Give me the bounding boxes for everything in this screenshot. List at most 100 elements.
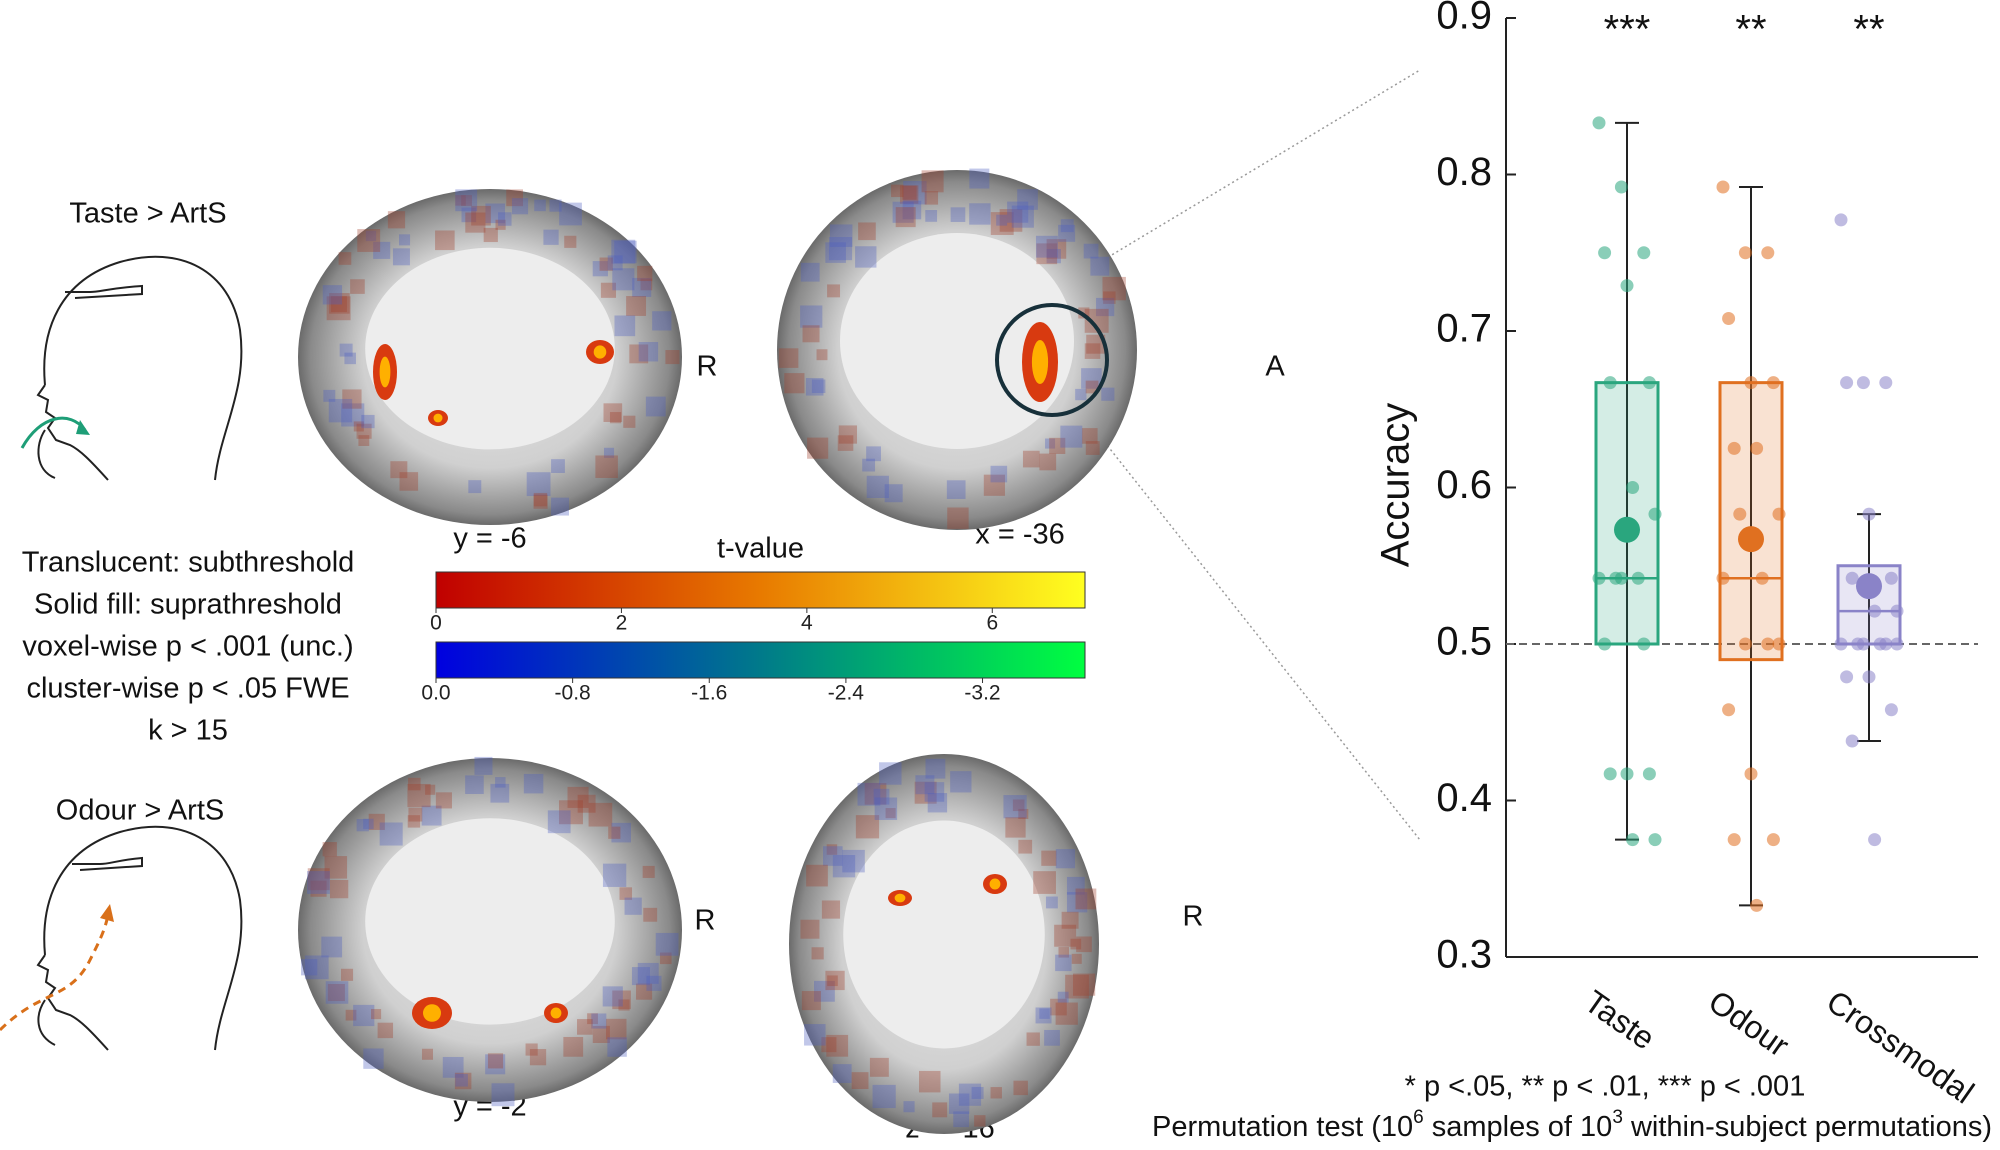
white-matter — [365, 818, 615, 1025]
overlay-patch — [629, 344, 649, 364]
y-axis-label: Accuracy — [1374, 403, 1418, 568]
overlay-patch — [363, 1048, 384, 1069]
overlay-patch — [506, 189, 523, 207]
overlay-patch — [990, 465, 1008, 483]
odour-arrowhead — [100, 904, 114, 922]
overlay-patch — [631, 967, 650, 986]
overlay-patch — [495, 777, 506, 788]
overlay-patch — [821, 900, 841, 919]
overlay-patch — [1081, 428, 1098, 444]
x-tick-label: -3.2 — [964, 682, 1000, 705]
overlay-patch — [1076, 936, 1092, 953]
slice-label: y = -6 — [453, 523, 526, 555]
data-point — [1620, 279, 1634, 293]
orientation-label: R — [695, 905, 716, 937]
overlay-patch — [1071, 953, 1082, 964]
overlay-patch — [390, 461, 408, 479]
overlay-patch — [591, 1013, 607, 1029]
overlay-patch — [832, 1064, 852, 1083]
overlay-patch — [612, 990, 631, 1010]
data-point — [1868, 833, 1882, 847]
data-point — [1727, 441, 1741, 455]
overlay-patch — [1050, 998, 1067, 1016]
overlay-patch — [340, 968, 354, 981]
overlay-patch — [461, 207, 477, 223]
overlay-patch — [884, 484, 903, 503]
overlay-patch — [543, 229, 559, 245]
data-point — [1716, 180, 1730, 194]
data-point — [1592, 116, 1606, 130]
data-point — [1772, 507, 1786, 521]
overlay-patch — [559, 202, 582, 226]
data-point — [1598, 246, 1612, 260]
overlay-patch — [607, 255, 623, 271]
data-point — [1716, 571, 1730, 585]
overlay-patch — [866, 475, 889, 498]
data-point — [1614, 180, 1628, 194]
data-point — [1868, 604, 1882, 618]
overlay-patch — [407, 815, 421, 828]
x-tick-label: Taste — [1578, 983, 1661, 1056]
data-point — [1738, 637, 1752, 651]
overlay-patch — [632, 277, 652, 297]
white-matter — [843, 820, 1045, 1049]
mean-marker — [1614, 516, 1640, 543]
overlay-patch — [645, 396, 666, 417]
overlay-patch — [1039, 453, 1057, 471]
overlay-patch — [1018, 839, 1033, 854]
overlay-patch — [1070, 938, 1082, 950]
x-tick-label: Odour — [1702, 983, 1796, 1064]
data-point — [1626, 481, 1640, 494]
overlay-patch — [338, 252, 352, 265]
overlay-patch — [523, 773, 544, 794]
overlay-patch — [331, 296, 347, 313]
overlay-patch — [969, 168, 990, 189]
overlay-patch — [999, 209, 1023, 232]
overlay-patch — [829, 224, 853, 247]
x-tick-label: 0 — [430, 612, 442, 635]
brain-slice — [789, 754, 1099, 1134]
overlay-patch — [387, 211, 406, 229]
overlay-patch — [612, 268, 635, 291]
overlay-patch — [377, 1022, 394, 1039]
overlay-patch — [811, 379, 826, 394]
overlay-patch — [1011, 205, 1034, 228]
data-point — [1890, 604, 1904, 618]
activation-core — [423, 1004, 441, 1022]
overlay-patch — [485, 1054, 506, 1075]
overlay-patch — [608, 826, 621, 839]
activation-core — [989, 878, 1001, 890]
overlay-patch — [857, 782, 881, 806]
overlay-patch — [323, 389, 336, 402]
overlay-patch — [435, 230, 455, 251]
overlay-patch — [603, 447, 615, 458]
box — [1594, 381, 1660, 646]
overlay-patch — [607, 1037, 627, 1057]
overlay-patch — [1065, 974, 1089, 999]
overlay-patch — [1096, 297, 1115, 317]
overlay-patch — [925, 758, 946, 779]
taste-label: Taste > ArtS — [69, 198, 226, 230]
overlay-patch — [350, 279, 365, 294]
overlay-patch — [1066, 892, 1088, 913]
overlay-patch — [855, 246, 877, 268]
activation-core — [550, 1007, 562, 1019]
overlay-patch — [1044, 1029, 1060, 1046]
overlay-patch — [611, 822, 631, 843]
x-tick-label: Crossmodal — [1820, 983, 1980, 1110]
data-point — [1845, 571, 1859, 585]
overlay-patch — [577, 794, 596, 813]
overlay-patch — [990, 212, 1014, 235]
overlay-patch — [525, 1043, 538, 1056]
legend-line: k > 15 — [148, 715, 228, 747]
overlay-patch — [1045, 438, 1056, 449]
overlay-patch — [921, 170, 944, 193]
overlay-patch — [487, 1053, 504, 1069]
overlay-patch — [646, 975, 662, 991]
overlay-patch — [365, 230, 377, 242]
footnote-part: Permutation test (10 — [1152, 1111, 1413, 1143]
overlay-patch — [356, 819, 369, 832]
taste-arrowhead — [76, 420, 90, 435]
overlay-patch — [1073, 973, 1096, 996]
y-tick-label: 0.3 — [1436, 933, 1492, 977]
